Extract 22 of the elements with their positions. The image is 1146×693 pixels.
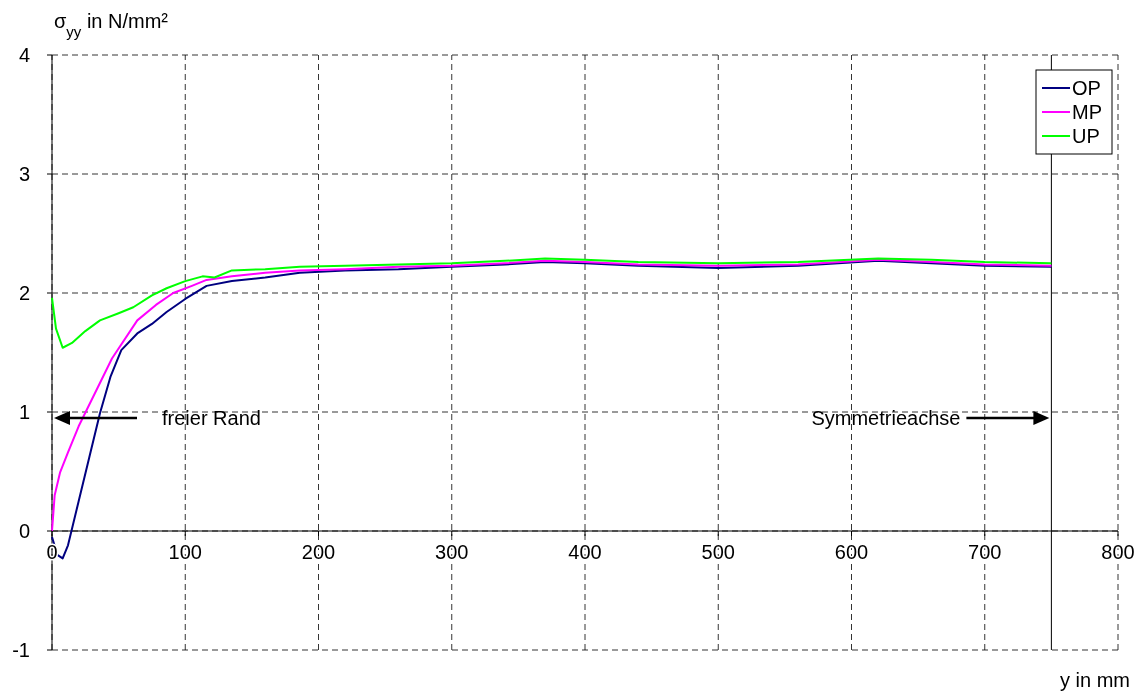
legend-label: OP bbox=[1072, 77, 1101, 99]
x-tick-label: 600 bbox=[834, 541, 869, 563]
legend-label: UP bbox=[1072, 125, 1100, 147]
x-tick-label: 800 bbox=[1101, 541, 1135, 563]
y-tick-label: 3 bbox=[18, 163, 30, 185]
y-tick-label: -1 bbox=[12, 639, 30, 661]
annotation: freier Rand bbox=[162, 407, 261, 429]
annotation: Symmetrieachse bbox=[811, 407, 961, 429]
x-tick-label: 300 bbox=[435, 541, 469, 563]
x-axis-title: y in mm bbox=[1060, 669, 1130, 691]
x-tick-label: 100 bbox=[168, 541, 202, 563]
y-tick-label: 1 bbox=[18, 401, 30, 423]
x-tick-label: 400 bbox=[568, 541, 602, 563]
y-axis-title: σ$_{yy}$ in N/mm² bbox=[54, 10, 169, 40]
y-tick-label: 2 bbox=[18, 282, 30, 304]
legend-label: MP bbox=[1072, 101, 1102, 123]
x-tick-label: 500 bbox=[701, 541, 735, 563]
x-tick-label: 200 bbox=[301, 541, 336, 563]
y-tick-label: 4 bbox=[18, 44, 30, 66]
line-series bbox=[51, 257, 1053, 349]
x-tick-label: 700 bbox=[968, 541, 1002, 563]
y-tick-label: 0 bbox=[18, 520, 30, 542]
